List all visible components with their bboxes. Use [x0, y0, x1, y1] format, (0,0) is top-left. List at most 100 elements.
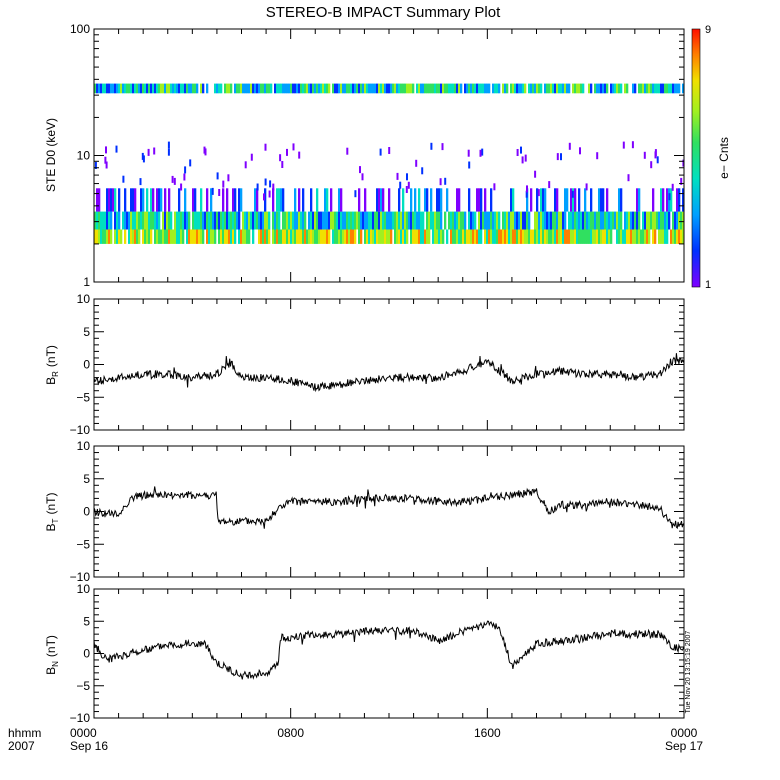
heatmap-cell	[546, 211, 549, 230]
heatmap-cell	[244, 211, 247, 230]
panel-frame	[93, 445, 685, 578]
heatmap-cell	[412, 229, 415, 244]
heatmap-cell	[278, 188, 281, 212]
heatmap-cell	[128, 211, 131, 230]
heatmap-cell	[112, 188, 115, 212]
heatmap-cell	[110, 188, 113, 212]
timestamp: Tue Nov 20 13:15:19 2007	[685, 631, 692, 714]
heatmap-cell	[464, 83, 467, 94]
heatmap-cell	[188, 211, 191, 230]
heatmap-cell	[258, 83, 261, 94]
heatmap-cell	[572, 83, 575, 94]
heatmap-cell	[458, 211, 461, 230]
heatmap-cell	[530, 229, 533, 244]
heatmap-cell	[388, 188, 391, 212]
heatmap-cell	[488, 83, 491, 94]
heatmap-cell	[680, 177, 683, 185]
heatmap-cell	[140, 188, 143, 212]
heatmap-cell	[536, 229, 539, 244]
heatmap-cell	[596, 229, 599, 244]
heatmap-cell	[342, 229, 345, 244]
heatmap-cell	[105, 146, 107, 154]
heatmap-cell	[538, 229, 541, 244]
heatmap-cell	[332, 83, 335, 94]
heatmap-cell	[462, 229, 465, 244]
heatmap-cell	[538, 211, 541, 230]
heatmap-cell	[580, 229, 583, 244]
heatmap-cell	[308, 229, 311, 244]
heatmap-cell	[652, 188, 655, 212]
heatmap-cell	[116, 83, 119, 94]
heatmap-cell	[392, 211, 395, 230]
heatmap-cell	[320, 211, 323, 230]
heatmap-cell	[164, 188, 167, 212]
heatmap-cell	[330, 188, 333, 212]
heatmap-cell	[104, 83, 107, 94]
heatmap-cell	[526, 188, 529, 212]
heatmap-cell	[174, 229, 177, 244]
heatmap-cell	[190, 83, 193, 94]
heatmap-cell	[346, 229, 349, 244]
heatmap-cell	[368, 83, 371, 94]
heatmap-cell	[128, 229, 131, 244]
heatmap-cell	[336, 211, 339, 230]
heatmap-cell	[180, 83, 183, 94]
heatmap-cell	[556, 211, 559, 230]
y-tick-label: 10	[77, 149, 91, 163]
heatmap-cell	[228, 211, 231, 230]
heatmap-cell	[198, 211, 201, 230]
heatmap-cell	[282, 229, 285, 244]
heatmap-cell	[254, 211, 257, 230]
heatmap-cell	[220, 211, 223, 230]
heatmap-cell	[354, 83, 357, 94]
heatmap-cell	[604, 229, 607, 244]
heatmap-cell	[504, 211, 507, 230]
heatmap-cell	[494, 83, 497, 94]
heatmap-cell	[220, 229, 223, 244]
heatmap-cell	[108, 229, 111, 244]
heatmap-cell	[481, 148, 484, 156]
heatmap-cell	[252, 211, 255, 230]
heatmap-cell	[226, 229, 229, 244]
heatmap-cell	[318, 83, 321, 94]
heatmap-cell	[264, 143, 267, 151]
heatmap-cell	[162, 211, 165, 230]
heatmap-cell	[438, 211, 441, 230]
heatmap-cell	[326, 211, 329, 230]
heatmap-cell	[310, 188, 313, 212]
heatmap-cell	[586, 229, 589, 244]
heatmap-cell	[174, 83, 177, 94]
heatmap-cell	[268, 229, 271, 244]
heatmap-cell	[668, 83, 671, 94]
heatmap-cell	[446, 83, 449, 94]
heatmap-cell	[382, 83, 385, 94]
heatmap-cell	[146, 211, 149, 230]
heatmap-cell	[222, 180, 225, 188]
heatmap-cell	[464, 211, 467, 230]
heatmap-cell	[104, 211, 107, 230]
heatmap-cell	[130, 83, 133, 94]
heatmap-cell	[158, 83, 161, 94]
heatmap-cell	[532, 229, 535, 244]
heatmap-cell	[248, 211, 251, 230]
heatmap-cell	[528, 211, 531, 230]
heatmap-cell	[521, 156, 524, 164]
heatmap-cell	[590, 188, 593, 212]
heatmap-cell	[320, 229, 323, 244]
y-tick-label: −10	[70, 423, 91, 437]
heatmap-cell	[438, 188, 441, 212]
heatmap-cell	[106, 83, 109, 94]
heatmap-cell	[602, 188, 605, 212]
heatmap-cell	[498, 211, 501, 230]
heatmap-cell	[150, 229, 153, 244]
heatmap-cell	[478, 188, 481, 212]
heatmap-cell	[96, 211, 99, 230]
heatmap-cell	[500, 229, 503, 244]
heatmap-cell	[94, 162, 97, 169]
heatmap-cell	[488, 229, 491, 244]
heatmap-cell	[398, 83, 401, 94]
heatmap-cell	[210, 211, 213, 230]
heatmap-cell	[472, 83, 475, 94]
heatmap-cell	[434, 83, 437, 94]
heatmap-cell	[632, 211, 635, 230]
